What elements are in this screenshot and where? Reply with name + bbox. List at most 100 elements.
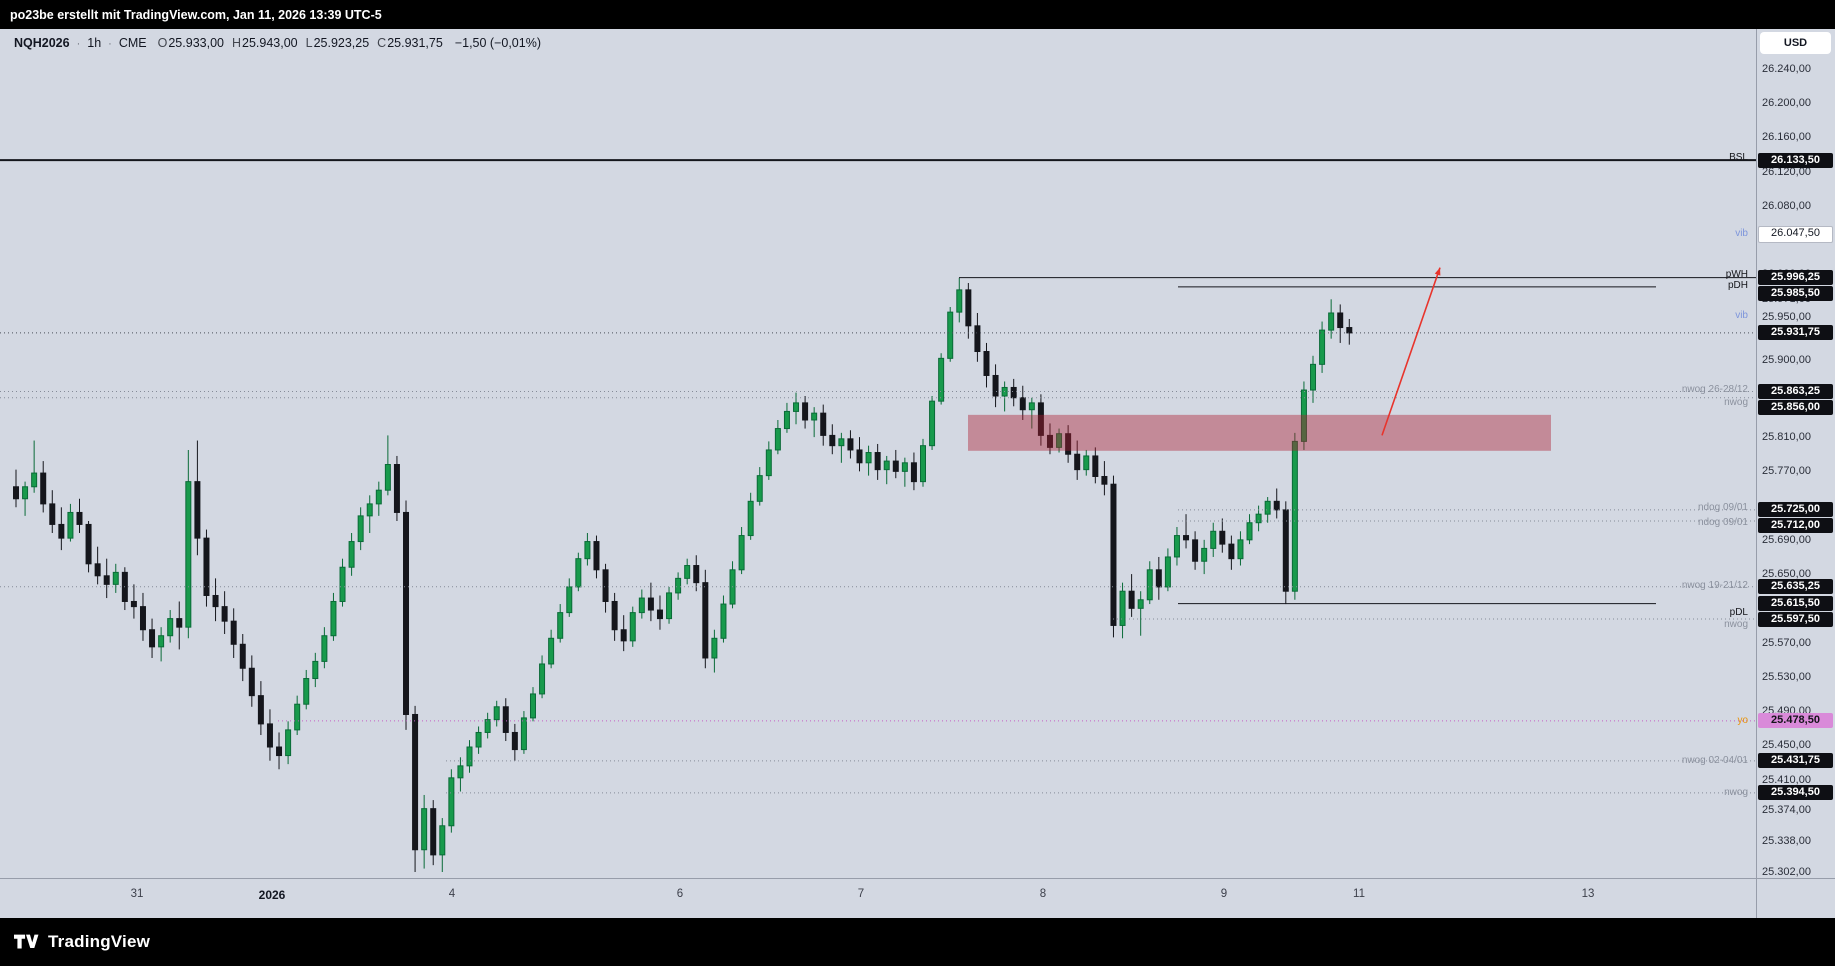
candle-body (511, 731, 518, 751)
candle-body (656, 609, 663, 620)
price-badge: 25.712,00 (1758, 518, 1833, 534)
price-badge: 25.985,50 (1758, 286, 1833, 302)
legend-ohlc-item: L25.923,25 (305, 36, 370, 50)
level-marker-label: yo (1737, 715, 1748, 727)
candle-body (1337, 312, 1344, 329)
price-axis-label: 25.410,00 (1762, 773, 1811, 786)
candle-body (793, 402, 800, 412)
arrow-head-icon (1434, 267, 1441, 276)
candle-body (1201, 547, 1208, 562)
time-axis-label: 6 (676, 888, 684, 900)
candle-body (1046, 434, 1053, 448)
time-axis-label: 7 (857, 888, 865, 900)
candle-body (294, 703, 301, 731)
candle-body (266, 723, 273, 748)
candle-body (802, 402, 809, 421)
candle-body (1264, 500, 1271, 515)
top-bar: po23be erstellt mit TradingView.com, Jan… (0, 0, 1835, 29)
price-axis[interactable]: USD 26.240,00 26.200,00 26.160,00 26.120,00… (1756, 29, 1835, 878)
candle-body (947, 311, 954, 359)
candle-body (929, 400, 936, 447)
level-marker-label: nwog 02-04/01 (1681, 755, 1748, 767)
candle-body (892, 460, 899, 472)
tradingview-brand[interactable]: TradingView (48, 932, 151, 951)
candle-body (938, 357, 945, 402)
candle-body (285, 729, 292, 757)
legend-interval[interactable]: 1h (87, 36, 102, 50)
candle-body (1346, 327, 1353, 334)
candle-body (1019, 397, 1026, 411)
candle-body (865, 452, 872, 464)
price-axis-label: 26.080,00 (1762, 199, 1811, 212)
candle-body (239, 643, 246, 669)
candle-body (756, 475, 763, 502)
candle-body (747, 500, 754, 537)
legend[interactable]: NQH2026 · 1h · CME O25.933,00 H25.943,00 L… (14, 36, 541, 50)
candle-body (1110, 483, 1117, 626)
price-axis-label: 25.530,00 (1762, 670, 1811, 683)
candle-body (412, 713, 419, 851)
chart-pane[interactable]: NQH2026 · 1h · CME O25.933,00 H25.943,00 L… (0, 29, 1756, 878)
candle-body (1155, 569, 1162, 588)
candle-body (130, 600, 137, 608)
level-marker-label: nwog (1724, 619, 1748, 631)
candle-body (1328, 312, 1335, 331)
demand-zone[interactable] (968, 414, 1551, 451)
candle-body (276, 746, 283, 757)
candle-body (339, 566, 346, 602)
candle-body (738, 535, 745, 571)
candle-body (847, 438, 854, 451)
candle-body (457, 765, 464, 779)
price-badge: 26.047,50 (1758, 226, 1833, 244)
candle-body (49, 503, 56, 525)
candle-body (1282, 509, 1289, 592)
candle-body (1119, 590, 1126, 626)
candle-body (1228, 543, 1235, 560)
candle-body (1173, 535, 1180, 558)
candle-body (384, 464, 391, 491)
candle-body (1183, 535, 1190, 541)
candle-body (1037, 402, 1044, 436)
currency-label[interactable]: USD (1760, 32, 1831, 54)
candle-body (448, 777, 455, 827)
candle-body (666, 592, 673, 620)
candle-body (430, 808, 437, 856)
candle-body (484, 719, 491, 733)
level-marker-label: nwog (1724, 787, 1748, 799)
candle-body (1146, 569, 1153, 601)
candle-body (203, 537, 210, 596)
time-axis[interactable]: 31 2026 4 6 7 8 9 11 13 (0, 878, 1756, 918)
legend-symbol[interactable]: NQH2026 (14, 36, 70, 50)
legend-ohlc-item: H25.943,00 (231, 36, 298, 50)
price-badge: 25.856,00 (1758, 400, 1833, 416)
time-axis-label: 31 (130, 888, 144, 900)
candle-body (883, 460, 890, 471)
candle-body (1291, 440, 1298, 592)
candle-body (702, 582, 709, 659)
candle-body (257, 695, 264, 725)
candle-body (1237, 539, 1244, 560)
candle-body (212, 594, 219, 608)
tradingview-logo-icon[interactable] (13, 930, 39, 954)
candle-body (1128, 590, 1135, 609)
candle-body (910, 462, 917, 483)
price-axis-label: 25.338,00 (1762, 835, 1811, 848)
candle-body (593, 541, 600, 571)
price-badge: 25.615,50 (1758, 596, 1833, 612)
projection-arrow[interactable] (1381, 267, 1441, 436)
candle-body (1255, 513, 1262, 524)
price-badge: 25.635,25 (1758, 579, 1833, 595)
candle-body (783, 410, 790, 430)
level-marker-label: BSL (1729, 151, 1748, 163)
level-marker-label: nwog 19-21/12 (1681, 579, 1748, 591)
candle-body (230, 620, 237, 645)
legend-separator: · (76, 38, 81, 50)
candle-body (1092, 455, 1099, 477)
bottom-bar: TradingView (0, 918, 1835, 966)
candle-body (874, 452, 881, 471)
time-axis-label: 11 (1353, 888, 1365, 900)
candle-body (620, 629, 627, 642)
legend-exchange[interactable]: CME (118, 36, 147, 50)
candle-body (167, 618, 174, 637)
price-badge: 26.133,50 (1758, 152, 1833, 168)
